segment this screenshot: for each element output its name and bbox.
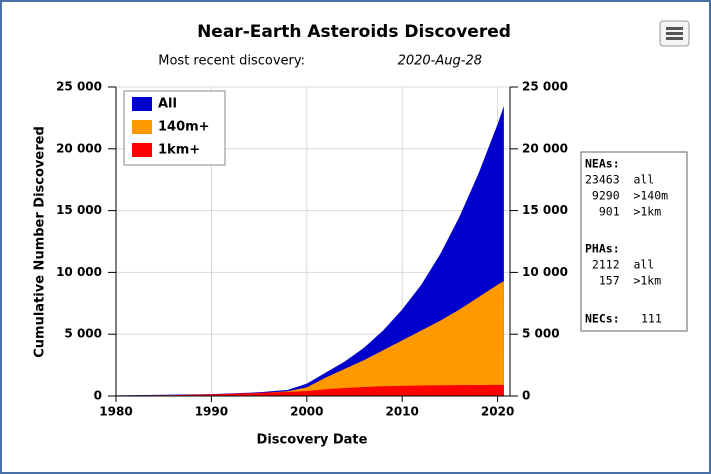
x-tick-label: 1980 (99, 405, 132, 419)
legend-label: 140m+ (158, 120, 210, 135)
info-row: 901 >1km (585, 205, 661, 219)
info-label: NEAs: (585, 157, 620, 171)
x-tick-label: 1990 (195, 405, 228, 419)
chart-title: Near-Earth Asteroids Discovered (197, 22, 511, 42)
info-row: 2112 all (585, 258, 654, 272)
y2-tick-label: 0 (522, 389, 530, 403)
menu-bar (666, 27, 683, 30)
legend-label: All (158, 97, 177, 112)
legend-swatch (132, 120, 152, 134)
info-label: NECs: (585, 312, 620, 326)
y-tick-label: 0 (94, 389, 102, 403)
area (116, 106, 504, 396)
info-row: 9290 >140m (585, 189, 668, 203)
y-tick-label: 15 000 (56, 203, 102, 217)
y2-tick-label: 10 000 (522, 265, 568, 279)
y-tick-label: 10 000 (56, 265, 102, 279)
info-value: 111 (641, 312, 662, 326)
area (116, 384, 504, 396)
y2-tick-label: 15 000 (522, 203, 568, 217)
x-tick-label: 2020 (481, 405, 514, 419)
x-tick-label: 2000 (290, 405, 323, 419)
menu-button[interactable] (659, 20, 690, 47)
legend-swatch (132, 143, 152, 157)
info-row: 23463 all (585, 173, 654, 187)
y-tick-label: 5 000 (64, 327, 102, 341)
y2-tick-label: 20 000 (522, 141, 568, 155)
y-tick-label: 20 000 (56, 141, 102, 155)
y2-tick-label: 25 000 (522, 80, 568, 94)
area (116, 281, 504, 396)
subtitle: Most recent discovery: (158, 54, 305, 69)
y2-tick-label: 5 000 (522, 327, 560, 341)
menu-bar (666, 32, 683, 35)
x-axis-title: Discovery Date (257, 433, 368, 448)
info-label: PHAs: (585, 242, 620, 256)
y-tick-label: 25 000 (56, 80, 102, 94)
subtitle-date: 2020-Aug-28 (398, 54, 482, 69)
legend-swatch (132, 97, 152, 111)
info-row: 157 >1km (585, 274, 661, 288)
info-box (580, 151, 688, 332)
x-tick-label: 2010 (385, 405, 418, 419)
y-axis-title: Cumulative Number Discovered (33, 126, 48, 358)
legend-label: 1km+ (158, 143, 200, 158)
menu-bar (666, 37, 683, 40)
